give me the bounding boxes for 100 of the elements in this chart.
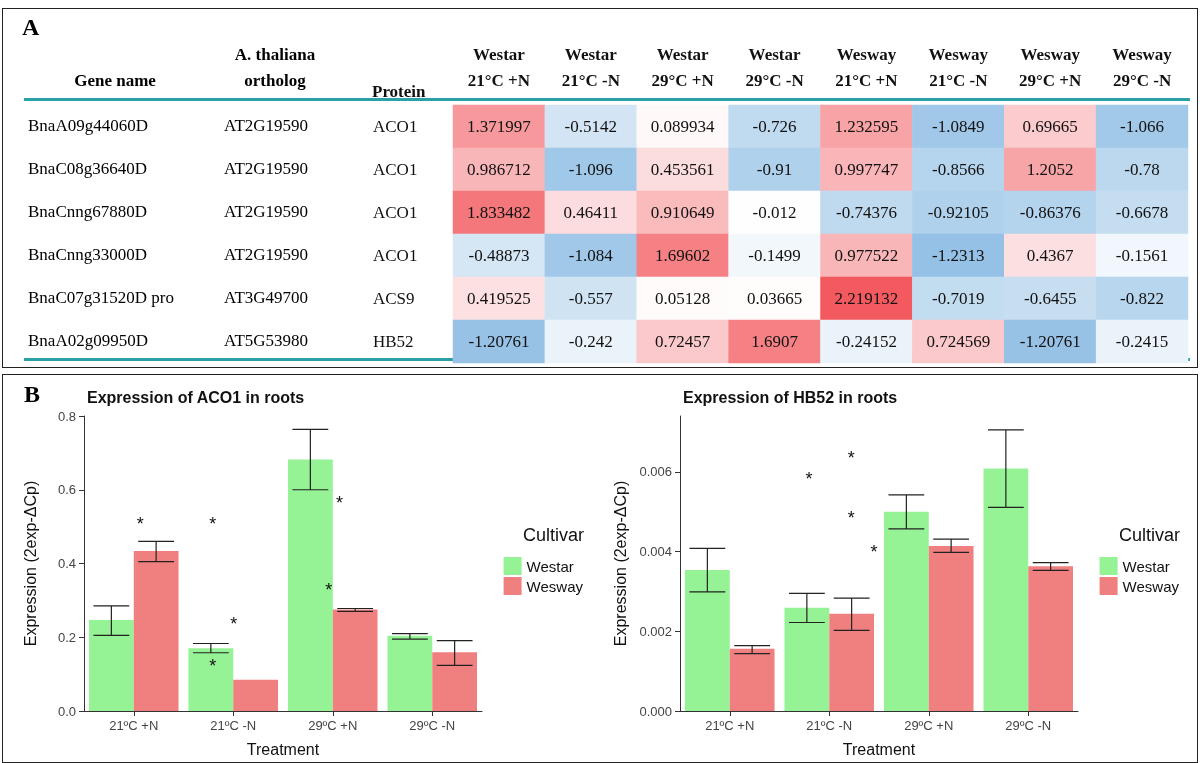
data-label: 0.419525 (467, 289, 531, 308)
y-tick-label: 0.4 (57, 556, 76, 571)
data-label: -0.6455 (1023, 289, 1077, 308)
x-tick-label: Westar 21°C +N (467, 44, 531, 90)
data-label: -0.91 (756, 160, 793, 179)
data-label: 1.69602 (655, 246, 711, 265)
data-label: 0.05128 (655, 289, 711, 308)
text: AT2G19590 (224, 159, 309, 179)
x-tick-label: 21ºC -N (210, 718, 257, 733)
x-tick-label: Wesway 21°C -N (928, 44, 989, 90)
legend-label: Wesway (1122, 577, 1180, 595)
legend-label: Wesway (526, 577, 584, 595)
data-label: -1.20761 (468, 332, 530, 351)
data-label: 0.72457 (655, 332, 711, 351)
data-label: -1.096 (568, 160, 613, 179)
data-label: -0.726 (752, 117, 797, 136)
annotation: * (209, 656, 217, 677)
data-label: 1.2052 (1026, 160, 1074, 179)
data-label: 2.219132 (834, 289, 899, 308)
annotation: * (805, 468, 813, 489)
y-tick-label: ACO1 (373, 246, 418, 265)
data-label: 0.69665 (1022, 117, 1078, 136)
bar (233, 679, 279, 711)
x-tick-label: Westar 21°C -N (561, 44, 621, 90)
data-label: 0.46411 (563, 203, 619, 222)
bar (883, 511, 929, 711)
x-tick-label: 29ºC -N (409, 718, 456, 733)
data-label: -0.8566 (932, 160, 985, 179)
y-tick-label: ACO1 (373, 117, 418, 136)
bar (387, 635, 433, 711)
text: AT5G53980 (224, 331, 309, 351)
x-tick-label: Westar 29°C -N (745, 44, 805, 90)
data-label: 1.833482 (467, 203, 531, 222)
x-tick-label: 21ºC -N (806, 718, 853, 733)
text: AT2G19590 (224, 202, 309, 222)
y-tick-label: 0.6 (57, 482, 76, 498)
y-tick-label: ACO1 (373, 203, 418, 222)
data-label: -1.0849 (932, 117, 985, 136)
text: BnaC08g36640D (28, 159, 147, 179)
x-tick-label: 29ºC +N (904, 718, 954, 733)
y-axis-title: Expression (2exp-ΔCp) (612, 480, 630, 647)
data-label: -0.6678 (1115, 203, 1169, 222)
x-axis-title: Treatment (842, 740, 916, 758)
data-label: -1.2313 (932, 246, 985, 265)
bar (684, 569, 730, 711)
annotation: * (847, 507, 855, 528)
data-label: 1.371997 (467, 117, 532, 136)
bar (133, 550, 179, 711)
bar (287, 459, 333, 711)
y-tick-label: HB52 (373, 332, 414, 351)
data-label: 0.977522 (834, 246, 899, 265)
data-label: 0.986712 (467, 160, 531, 179)
bar (983, 468, 1029, 711)
text: BnaCnng33000D (28, 245, 147, 265)
bar (332, 609, 378, 711)
data-label: 0.910649 (650, 203, 715, 222)
y-tick-label: ACO1 (373, 160, 418, 179)
x-tick-label: Wesway 21°C +N (835, 44, 899, 90)
bar (784, 607, 830, 711)
data-label: 0.4367 (1026, 246, 1075, 265)
annotation: * (136, 514, 144, 535)
y-tick-label: 0.000 (639, 703, 672, 719)
text: B (24, 381, 41, 407)
data-label: -0.242 (568, 332, 613, 351)
chart-title: Expression of HB52 in roots (683, 388, 898, 406)
data-label: -0.86376 (1019, 203, 1081, 222)
data-label: 0.03665 (746, 289, 803, 308)
x-tick-label: Wesway 29°C -N (1112, 44, 1173, 90)
bar (188, 648, 234, 711)
data-label: -0.48873 (468, 246, 530, 265)
annotation: * (230, 613, 238, 634)
y-axis-title: Expression (2exp-ΔCp) (21, 480, 39, 647)
chart-title: Expression of ACO1 in roots (87, 388, 305, 406)
data-label: -0.2415 (1115, 332, 1169, 351)
data-label: -0.012 (752, 203, 797, 222)
bar (829, 613, 875, 711)
annotation: * (325, 579, 333, 600)
y-tick-label: 0.004 (639, 544, 672, 560)
x-tick-label: 21ºC +N (109, 718, 159, 733)
text: BnaC07g31520D pro (28, 288, 174, 308)
text: AT3G49700 (224, 288, 309, 308)
text: A (22, 14, 40, 41)
text: BnaCnng67880D (28, 202, 147, 222)
x-axis-title: Treatment (246, 740, 320, 758)
annotation: * (336, 493, 344, 514)
y-tick-label: 0.006 (639, 464, 672, 480)
x-tick-label: Westar 29°C +N (651, 44, 715, 90)
legend-title: Cultivar (522, 525, 585, 545)
annotation: * (870, 541, 878, 562)
bar (928, 545, 974, 711)
data-label: -1.084 (568, 246, 614, 265)
x-tick-label: 21ºC +N (705, 718, 755, 733)
text: Gene name (73, 70, 157, 92)
y-axis-title: Protein (372, 82, 427, 101)
data-label: 0.997747 (834, 160, 899, 179)
data-label: 0.089934 (650, 117, 716, 136)
data-label: -0.24152 (835, 332, 897, 351)
data-label: 1.232595 (834, 117, 899, 136)
text: AT2G19590 (224, 245, 309, 265)
legend-label: Westar (1122, 557, 1170, 575)
